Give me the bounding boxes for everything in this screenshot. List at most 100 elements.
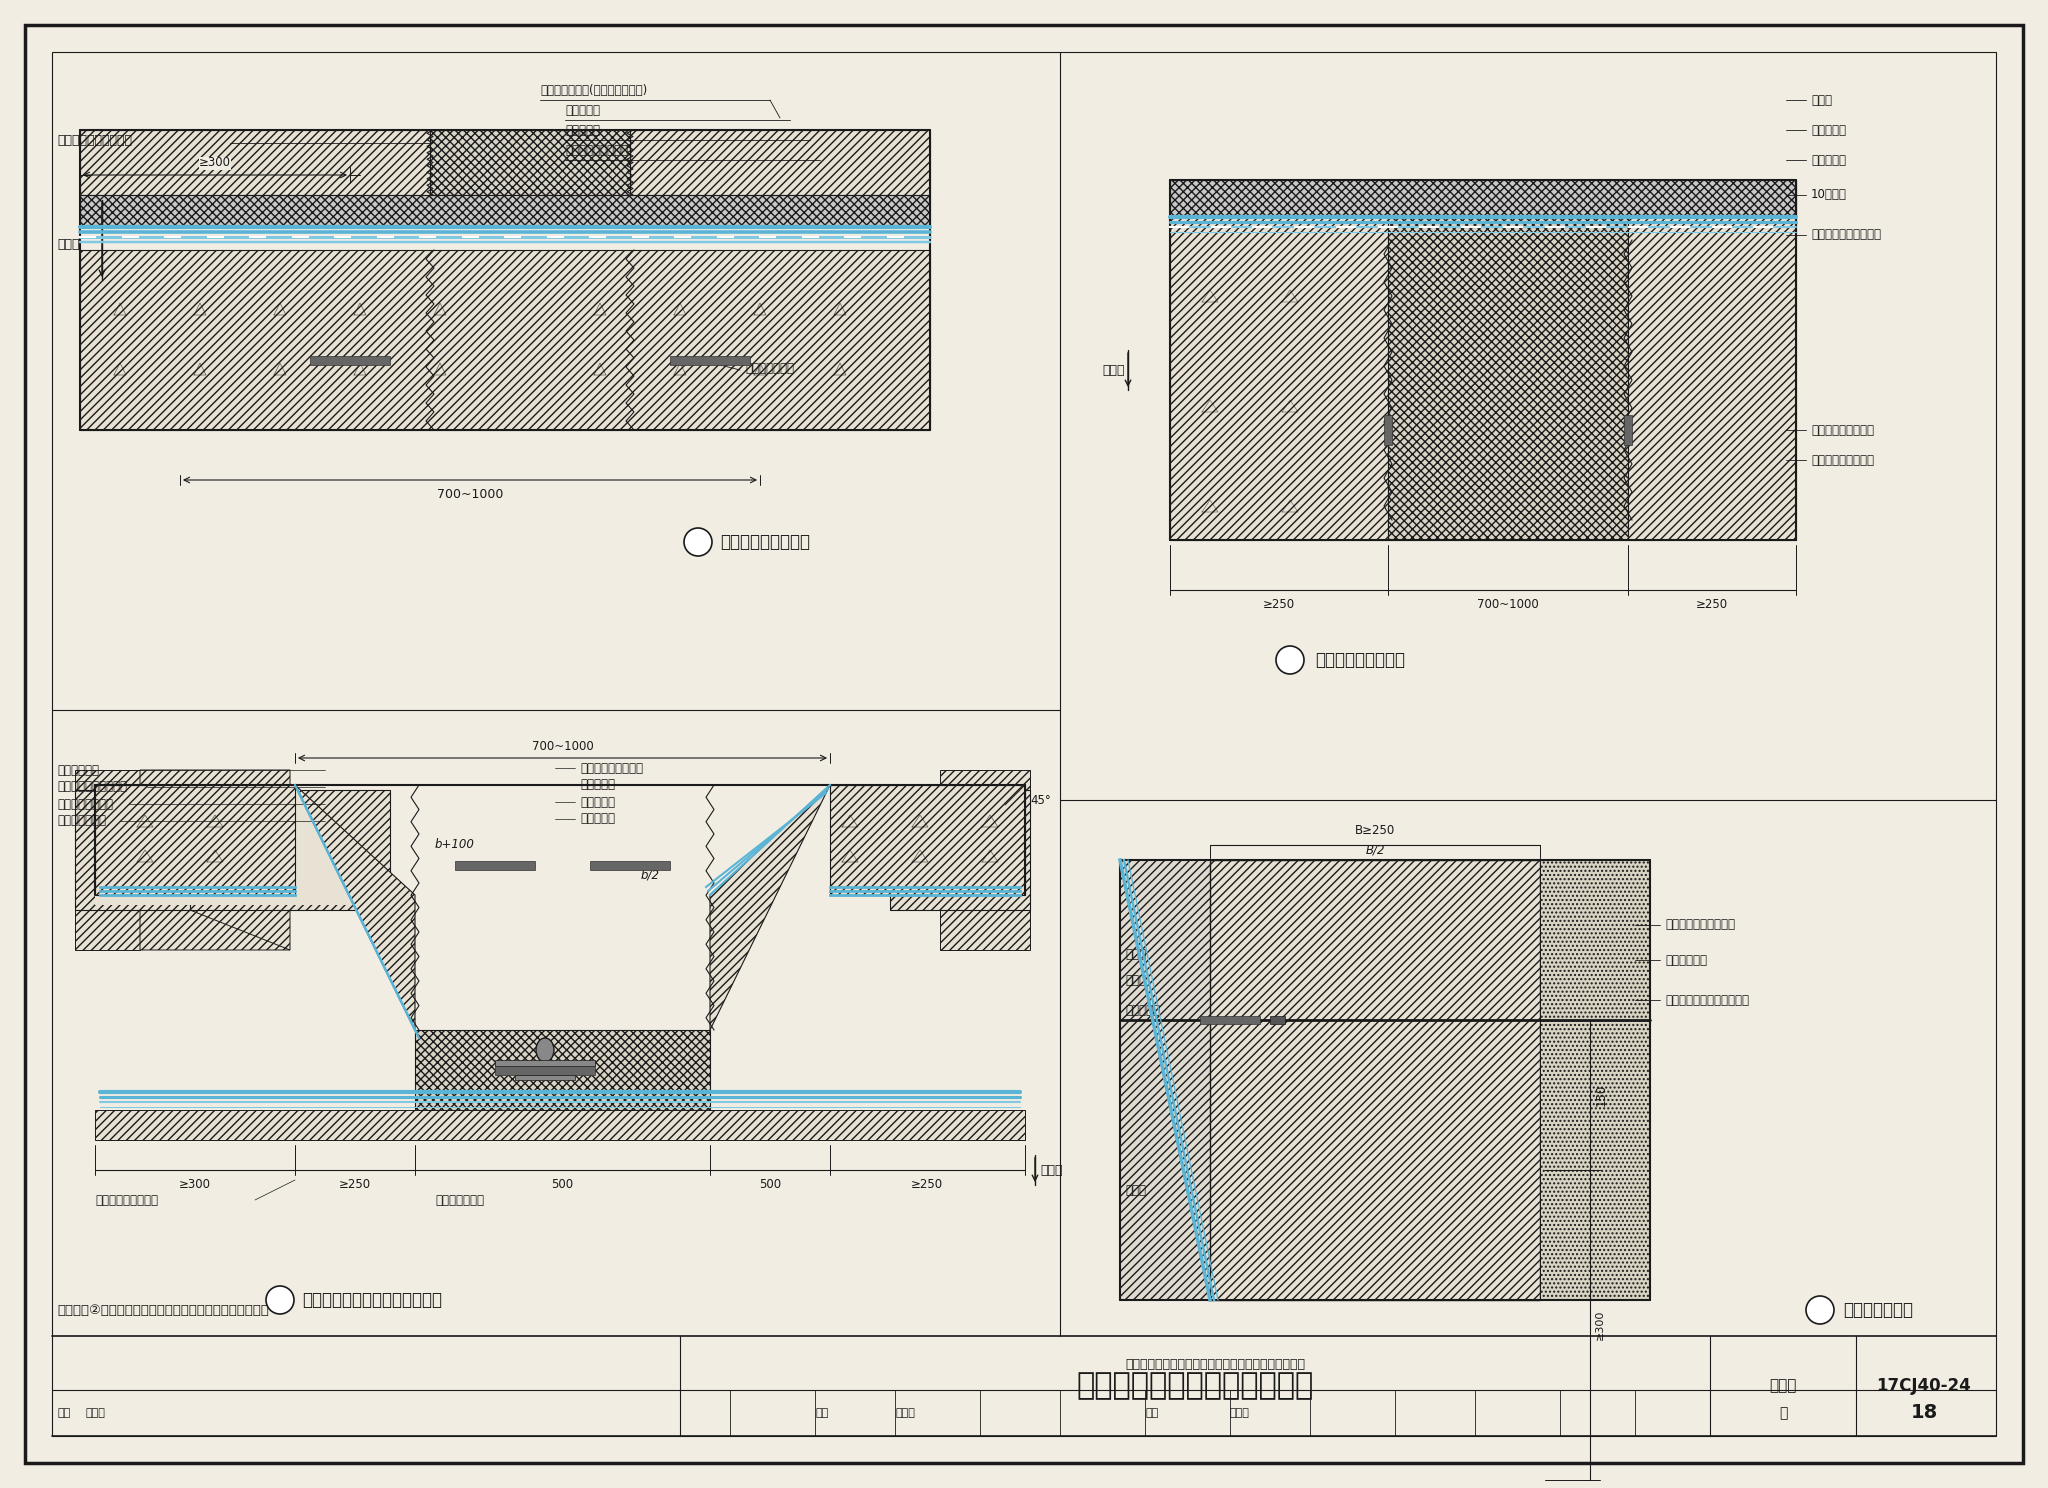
Text: 遇水膨胀橡胶止水条: 遇水膨胀橡胶止水条 — [1810, 454, 1874, 467]
Polygon shape — [940, 830, 1030, 949]
Bar — [496, 1059, 596, 1065]
Polygon shape — [1628, 180, 1796, 540]
Text: 底板超前止水式后浇带防水构造: 底板超前止水式后浇带防水构造 — [301, 1292, 442, 1309]
Text: 先浇防水混凝土侧墙: 先浇防水混凝土侧墙 — [1810, 424, 1874, 436]
Text: 150: 150 — [1595, 1083, 1608, 1106]
Text: 2: 2 — [274, 1293, 285, 1308]
Polygon shape — [80, 129, 430, 195]
Text: 保温层、构造层(见具体工程设计): 保温层、构造层(见具体工程设计) — [541, 83, 647, 97]
Circle shape — [1806, 1296, 1835, 1324]
Polygon shape — [1169, 180, 1389, 540]
Ellipse shape — [537, 1039, 555, 1062]
Text: 防水加强层: 防水加强层 — [565, 124, 600, 137]
Polygon shape — [139, 769, 291, 949]
Text: ≥250: ≥250 — [1264, 598, 1294, 612]
Text: ≥250: ≥250 — [338, 1177, 371, 1190]
Polygon shape — [829, 786, 1024, 894]
Text: 审核: 审核 — [57, 1408, 70, 1418]
Text: 17CJ40-24: 17CJ40-24 — [1876, 1376, 1972, 1396]
Text: B≥250: B≥250 — [1356, 823, 1395, 836]
Text: 橡胶止水带（注）: 橡胶止水带（注） — [57, 798, 113, 811]
Text: 4: 4 — [1815, 1302, 1825, 1317]
Bar — [1624, 415, 1632, 445]
Polygon shape — [76, 769, 139, 830]
Bar — [514, 1074, 575, 1080]
Text: 校对: 校对 — [815, 1408, 827, 1418]
Text: 防水加强层: 防水加强层 — [1124, 1003, 1159, 1016]
Text: 保护层: 保护层 — [1810, 94, 1833, 107]
Text: 先浇防水混凝土顶板: 先浇防水混凝土顶板 — [565, 144, 629, 158]
Text: 见具体工程设计: 见具体工程设计 — [434, 1193, 483, 1207]
Text: 丁基钢板止水带: 丁基钢板止水带 — [57, 814, 106, 827]
Polygon shape — [94, 786, 416, 905]
Polygon shape — [1389, 180, 1628, 540]
Text: 3: 3 — [1284, 653, 1294, 668]
Polygon shape — [190, 790, 389, 911]
Polygon shape — [80, 195, 930, 225]
Text: 700~1000: 700~1000 — [1477, 598, 1538, 612]
Bar — [670, 356, 750, 365]
Text: 保护层: 保护层 — [1124, 1183, 1147, 1196]
Text: b/2: b/2 — [641, 869, 659, 881]
Text: ≥300: ≥300 — [1595, 1309, 1606, 1341]
Text: 丁基钢板止水带: 丁基钢板止水带 — [745, 362, 795, 375]
Text: 侧墙施工缝构造: 侧墙施工缝构造 — [1843, 1301, 1913, 1318]
Text: 45°: 45° — [1030, 793, 1051, 806]
Text: 防水加强层: 防水加强层 — [1810, 153, 1845, 167]
Text: 防水加强层: 防水加强层 — [580, 796, 614, 808]
Text: ≥300: ≥300 — [199, 156, 231, 170]
Text: 崔智忠: 崔智忠 — [1231, 1408, 1249, 1418]
Polygon shape — [295, 786, 416, 1030]
Text: 18: 18 — [1911, 1403, 1937, 1423]
Polygon shape — [416, 1030, 711, 1110]
Text: 迎水面: 迎水面 — [1124, 973, 1147, 987]
Text: 后浇填充性膨胀混凝土: 后浇填充性膨胀混凝土 — [1810, 229, 1880, 241]
Polygon shape — [76, 830, 139, 949]
Bar — [590, 862, 670, 870]
Polygon shape — [1169, 180, 1796, 214]
Text: ≥250: ≥250 — [911, 1177, 942, 1190]
Bar — [309, 356, 389, 365]
Text: 侧墙后浇带防水构造: 侧墙后浇带防水构造 — [1315, 652, 1405, 670]
Text: 侧墙防水层: 侧墙防水层 — [1810, 124, 1845, 137]
Polygon shape — [631, 129, 930, 195]
Text: 页: 页 — [1780, 1406, 1788, 1420]
Text: 防水层: 防水层 — [1124, 948, 1147, 961]
Polygon shape — [139, 830, 291, 949]
Text: ≥300: ≥300 — [178, 1177, 211, 1190]
Text: 注：当防水加强层为涂料时，涂料内应加无碱玻纤布。: 注：当防水加强层为涂料时，涂料内应加无碱玻纤布。 — [1124, 1359, 1305, 1372]
Polygon shape — [1210, 860, 1540, 1301]
Bar — [496, 1065, 596, 1074]
Text: 填充密封材料: 填充密封材料 — [57, 763, 98, 777]
Polygon shape — [430, 129, 631, 195]
Text: 钢板或钢边橡胶止水带: 钢板或钢边橡胶止水带 — [1665, 918, 1735, 931]
Text: b+100: b+100 — [434, 839, 475, 851]
Polygon shape — [891, 790, 1030, 911]
Text: 底板防水层: 底板防水层 — [580, 778, 614, 792]
Text: 设计: 设计 — [1145, 1408, 1159, 1418]
Text: 王骥瑶: 王骥瑶 — [86, 1408, 106, 1418]
Text: 500: 500 — [760, 1177, 780, 1190]
Circle shape — [266, 1286, 295, 1314]
Text: 700~1000: 700~1000 — [532, 740, 594, 753]
Polygon shape — [1120, 860, 1210, 1301]
Polygon shape — [94, 1110, 1024, 1140]
Text: 后浇填充性膨胀混凝土: 后浇填充性膨胀混凝土 — [57, 781, 127, 793]
Polygon shape — [940, 769, 1030, 830]
Text: 注：节点②中埋式橡胶止水带与外贴式止水带二选一设置。: 注：节点②中埋式橡胶止水带与外贴式止水带二选一设置。 — [57, 1303, 268, 1317]
Polygon shape — [76, 790, 190, 911]
Polygon shape — [1540, 860, 1651, 1301]
Polygon shape — [711, 786, 829, 1030]
Text: 顶板后浇带防水构造: 顶板后浇带防水构造 — [721, 533, 811, 551]
Text: 后浇填充性膨胀混凝土: 后浇填充性膨胀混凝土 — [57, 134, 131, 146]
Text: 先浇钢筋混凝土结构: 先浇钢筋混凝土结构 — [580, 762, 643, 774]
Bar — [1200, 1016, 1260, 1024]
Polygon shape — [94, 786, 295, 894]
Circle shape — [1276, 646, 1305, 674]
Bar — [1384, 415, 1393, 445]
Text: 混凝土垫层: 混凝土垫层 — [580, 812, 614, 826]
Text: 图集号: 图集号 — [1769, 1378, 1796, 1393]
Text: ≥250: ≥250 — [1696, 598, 1729, 612]
Bar — [1270, 1016, 1284, 1024]
Circle shape — [684, 528, 713, 557]
